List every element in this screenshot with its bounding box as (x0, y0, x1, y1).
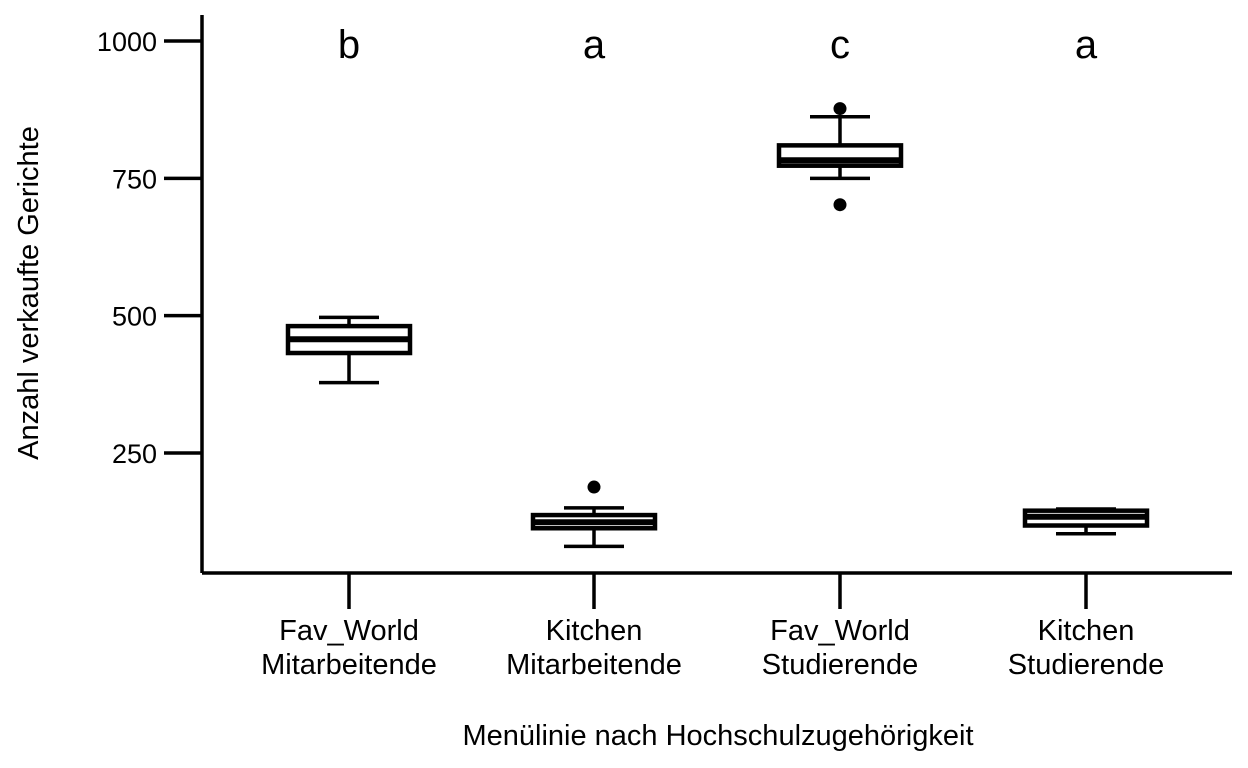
y-tick-label: 750 (112, 164, 157, 194)
outlier-point (833, 102, 847, 116)
y-tick-label: 500 (112, 302, 157, 332)
x-tick-label-line2: Studierende (1008, 649, 1164, 681)
box-group: b (285, 23, 413, 385)
box-group: c (776, 23, 904, 212)
x-tick-label-line1: Fav_World (770, 615, 910, 647)
significance-letter: c (830, 23, 850, 67)
x-tick-label-line1: Kitchen (546, 615, 643, 647)
box-group: a (530, 23, 658, 549)
x-tick-label-line1: Kitchen (1038, 615, 1135, 647)
x-tick-label-line1: Fav_World (279, 615, 419, 647)
y-tick-label: 1000 (97, 27, 157, 57)
y-axis-title: Anzahl verkaufte Gerichte (13, 126, 45, 460)
x-axis-title: Menülinie nach Hochschulzugehörigkeit (462, 720, 973, 752)
x-axis: Fav_WorldMitarbeitendeKitchenMitarbeiten… (202, 571, 1232, 681)
y-tick-label: 250 (112, 439, 157, 469)
box-group: a (1022, 23, 1150, 536)
significance-letter: a (1075, 23, 1098, 67)
x-tick-label-line2: Mitarbeitende (261, 649, 437, 681)
significance-letter: b (338, 23, 360, 67)
outlier-point (587, 480, 601, 494)
outlier-point (833, 198, 847, 212)
significance-letter: a (583, 23, 606, 67)
x-tick-label-line2: Studierende (762, 649, 918, 681)
y-axis: 250 500 750 1000 (97, 15, 204, 573)
x-tick-label-line2: Mitarbeitende (506, 649, 682, 681)
